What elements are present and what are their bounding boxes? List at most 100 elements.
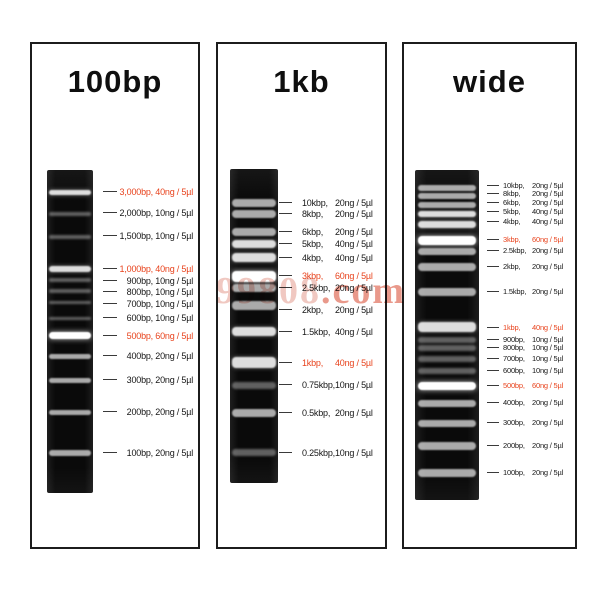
gel-band	[49, 289, 91, 293]
tick-line	[487, 250, 499, 251]
band-size-label: 400bp,	[503, 398, 525, 407]
gel-band	[49, 316, 91, 320]
tick-line	[487, 266, 499, 267]
band-size-label: 0.25kbp,	[302, 448, 335, 458]
gel-band	[49, 450, 91, 456]
tick-line	[487, 193, 499, 194]
gel-band	[49, 212, 91, 216]
band-amount-label: 20ng / 5µl	[335, 209, 373, 219]
band-size-label: 4kbp,	[302, 253, 324, 263]
panel-1kb-ladder: 1kb 10kbp, 20ng / 5µl 8kbp, 20ng / 5µl 6kbp,…	[216, 42, 387, 549]
band-label-row: 200bp, 20ng / 5µl	[32, 407, 198, 417]
tick-line	[279, 331, 292, 332]
band-size-label: 0.75kbp,	[302, 380, 335, 390]
tick-line	[487, 358, 499, 359]
band-label-row: 400bp, 20ng / 5µl	[32, 351, 198, 361]
tick-line	[279, 275, 292, 276]
panel-title: 100bp	[67, 64, 163, 99]
tick-line	[487, 347, 499, 348]
band-label-row: 600bp, 10ng / 5µl	[404, 367, 575, 375]
gel-band	[232, 252, 276, 262]
band-size-label: 1kbp,	[302, 358, 324, 368]
band-label-row: 2.5kbp, 20ng / 5µl	[218, 283, 385, 293]
gel-band	[418, 211, 476, 217]
gel-band	[232, 228, 276, 236]
band-amount-label: 10ng / 5µl	[532, 366, 564, 375]
gel-band	[49, 278, 91, 282]
band-amount-label: 60ng / 5µl	[335, 271, 373, 281]
band-label-row: 300bp, 20ng / 5µl	[32, 375, 198, 385]
tick-line	[487, 239, 499, 240]
watermark-name: 99808	[216, 270, 321, 312]
gel-band	[232, 448, 276, 456]
band-label-row: 8kbp, 20ng / 5µl	[218, 209, 385, 219]
panel-title: wide	[453, 64, 526, 99]
band-amount-label: 20ng / 5µl	[335, 198, 373, 208]
band-size-label: 2kbp,	[503, 262, 521, 271]
tick-line	[279, 202, 292, 203]
gel-band	[418, 469, 476, 477]
tick-line	[103, 355, 117, 356]
gel-band	[49, 331, 91, 339]
band-label-row: 3kbp, 60ng / 5µl	[404, 236, 575, 244]
band-size-label: 2kbp,	[302, 305, 324, 315]
band-amount-label: 20ng / 5µl	[532, 468, 564, 477]
band-size-label: 10kbp,	[503, 181, 525, 190]
band-label-row: 500bp, 60ng / 5µl	[32, 331, 198, 341]
gel-band	[418, 185, 476, 191]
tick-line	[487, 370, 499, 371]
band-amount-label: 40ng / 5µl	[532, 323, 564, 332]
gel-band	[232, 326, 276, 336]
tick-line	[487, 402, 499, 403]
band-label-row: 1kbp, 40ng / 5µl	[218, 358, 385, 368]
band-amount-label: 40ng / 5µl	[532, 207, 564, 216]
band-label-row: 200bp, 20ng / 5µl	[404, 442, 575, 450]
tick-line	[279, 384, 292, 385]
band-label: 3,000bp, 40ng / 5µl	[119, 187, 194, 197]
band-amount-label: 20ng / 5µl	[335, 227, 373, 237]
band-amount-label: 20ng / 5µl	[532, 287, 564, 296]
band-amount-label: 20ng / 5µl	[532, 246, 564, 255]
panel-100bp-ladder: 100bp 3,000bp, 40ng / 5µl 2,000bp, 10ng /…	[30, 42, 200, 549]
band-label-row: 2,000bp, 10ng / 5µl	[32, 208, 198, 218]
band-size-label: 1.5kbp,	[302, 327, 331, 337]
gel-band	[49, 235, 91, 239]
tick-line	[103, 317, 117, 318]
tick-line	[487, 472, 499, 473]
band-amount-label: 40ng / 5µl	[335, 239, 373, 249]
tick-line	[279, 412, 292, 413]
band-amount-label: 20ng / 5µl	[532, 189, 564, 198]
band-label: 800bp, 10ng / 5µl	[126, 287, 194, 297]
gel-lane-100bp	[47, 170, 93, 493]
band-label-row: 400bp, 20ng / 5µl	[404, 399, 575, 407]
band-amount-label: 40ng / 5µl	[335, 327, 373, 337]
band-label-row: 800bp, 10ng / 5µl	[404, 344, 575, 352]
gel-band	[418, 220, 476, 228]
gel-band	[232, 409, 276, 417]
tick-line	[279, 452, 292, 453]
band-amount-label: 10ng / 5µl	[335, 448, 373, 458]
gel-band	[418, 193, 476, 199]
tick-line	[487, 211, 499, 212]
band-size-label: 10kbp,	[302, 198, 328, 208]
tick-line	[103, 191, 117, 192]
band-label: 900bp, 10ng / 5µl	[126, 276, 194, 286]
gel-band	[418, 288, 476, 296]
band-size-label: 800bp,	[503, 343, 525, 352]
band-label-row: 10kbp, 20ng / 5µl	[404, 182, 575, 190]
gel-band	[49, 353, 91, 359]
band-label-row: 1kbp, 40ng / 5µl	[404, 324, 575, 332]
band-size-label: 3kbp,	[503, 235, 521, 244]
panel-wide-ladder: wide 10kbp, 20ng / 5µl 8kbp, 20ng / 5µl 6kbp…	[402, 42, 577, 549]
band-size-label: 6kbp,	[302, 227, 324, 237]
tick-line	[487, 221, 499, 222]
band-label: 1,000bp, 40ng / 5µl	[119, 264, 194, 274]
gel-band	[49, 377, 91, 383]
tick-line	[279, 231, 292, 232]
band-size-label: 2.5kbp,	[302, 283, 331, 293]
band-amount-label: 20ng / 5µl	[532, 441, 564, 450]
tick-line	[279, 213, 292, 214]
band-size-label: 0.5kbp,	[302, 408, 331, 418]
tick-line	[487, 445, 499, 446]
